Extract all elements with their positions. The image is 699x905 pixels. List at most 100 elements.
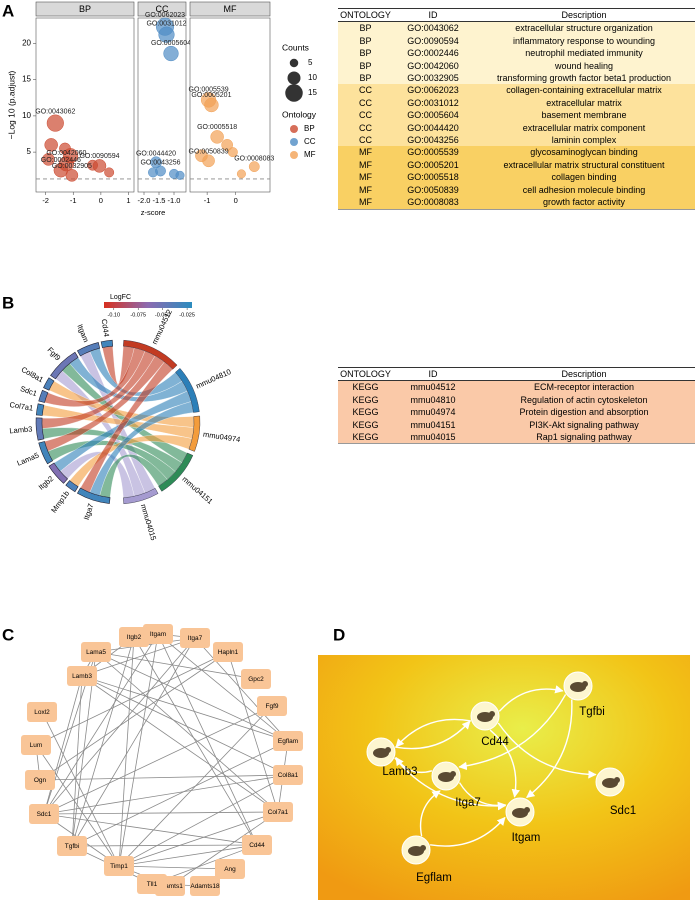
table-cell: MF — [338, 196, 393, 210]
table-cell: inflammatory response to wounding — [512, 35, 656, 46]
mouse-icon — [420, 845, 426, 851]
gene-arc — [76, 342, 101, 357]
table-row: KEGG mmu04974 Protein digestion and absorp… — [338, 406, 695, 419]
pathway-arc — [175, 368, 200, 413]
network-node — [263, 802, 293, 822]
table-cell: transforming growth factor beta1 product… — [496, 73, 672, 84]
node-label: Adamts18 — [190, 883, 220, 890]
mouse-icon — [582, 681, 588, 687]
x-tick-label: -1 — [204, 196, 211, 205]
network-node — [190, 876, 220, 896]
y-axis-label: −Log 10 (p.adjust) — [6, 70, 16, 139]
network-node — [273, 765, 303, 785]
colorbar-tick-label: -0.10 — [108, 312, 121, 318]
data-point — [53, 163, 69, 178]
gene-label: Itgam — [75, 323, 90, 344]
table-cell: KEGG — [352, 419, 379, 430]
legend-label: 10 — [308, 73, 317, 82]
node-label: Hapln1 — [218, 649, 239, 656]
panel-label: C — [2, 625, 14, 644]
facet-strip — [137, 1, 187, 17]
table-cell: BP — [359, 35, 372, 46]
network-edge — [39, 651, 229, 781]
table-cell: basement membrane — [541, 110, 627, 121]
gene-label: Mmp1b — [49, 489, 71, 515]
legend-label: MF — [304, 150, 316, 159]
gene-arc — [38, 441, 54, 465]
table-cell: GO:0005539 — [407, 147, 459, 158]
table-cell: GO:0050839 — [407, 184, 459, 195]
table-cell: wound healing — [554, 60, 614, 71]
gene-label: Fgf9 — [46, 345, 63, 362]
data-point — [204, 97, 219, 113]
legend-size — [285, 84, 303, 102]
table-row: MF GO:0005518 collagen binding — [338, 171, 695, 184]
legend-label: 5 — [308, 58, 313, 67]
network-edge — [81, 675, 279, 813]
network-edge — [118, 844, 258, 867]
column-header: ID — [393, 7, 473, 23]
network-edge — [489, 729, 520, 798]
network-edge — [118, 811, 279, 867]
table-cell: GO:0005604 — [407, 110, 459, 121]
facet-label: BP — [79, 4, 91, 14]
point-label: GO:0005604 — [151, 40, 191, 47]
network-edge — [133, 636, 258, 846]
table-cell: MF — [359, 159, 372, 170]
node-label: Sdc1 — [37, 811, 52, 818]
network-node — [27, 702, 57, 722]
table-cell: GO:0002446 — [407, 48, 459, 59]
table-cell: CC — [359, 97, 372, 108]
network-edge — [71, 637, 196, 847]
table-row: BP GO:0002446 neutrophil mediated immunity — [338, 47, 695, 60]
x-tick-label: 1 — [126, 196, 130, 205]
network-edge — [71, 675, 83, 847]
node-label: Itgam — [512, 832, 541, 844]
network-edge — [118, 636, 135, 867]
table-row: BP GO:0042060 wound healing — [338, 59, 695, 73]
table-cell: KEGG — [338, 431, 393, 445]
table-row: CC GO:0031012 extracellular matrix — [338, 96, 695, 110]
network-edge — [458, 694, 567, 771]
table-cell: CC — [359, 122, 372, 133]
node-label: Tll1 — [147, 881, 158, 888]
mouse-icon — [408, 846, 424, 856]
gene-label: Itgb2 — [37, 474, 56, 492]
network-node — [257, 696, 287, 716]
table-cell: ECM-receptor interaction — [533, 382, 635, 393]
table-cell: Rap1 signaling pathway — [473, 431, 695, 445]
table-row: KEGG mmu04512 ECM-receptor interaction — [338, 380, 695, 394]
gene-arc — [48, 462, 68, 484]
data-point — [46, 114, 64, 132]
x-tick-label: -2.0 — [138, 196, 151, 205]
table-cell: BP — [359, 23, 372, 34]
network-edge — [169, 811, 279, 887]
node-label: Lamb3 — [72, 673, 92, 680]
table-cell: GO:0031012 — [407, 97, 459, 108]
y-tick-label: 20 — [22, 38, 31, 47]
table-cell: GO:0043256 — [407, 135, 459, 146]
network-node — [137, 874, 167, 894]
point-label: GO:0005518 — [197, 124, 237, 131]
data-point — [236, 169, 246, 179]
node-label: Ang — [224, 866, 236, 873]
table-cell: glycosaminoglycan binding — [530, 147, 638, 158]
data-point — [62, 148, 79, 164]
table-row: BP GO:0032905 transforming growth factor b… — [338, 72, 695, 85]
point-label: GO:0062023 — [145, 12, 185, 19]
network-edge — [395, 720, 471, 750]
gene-label: Itga7 — [82, 502, 96, 521]
table-cell: neutrophil mediated immunity — [525, 48, 643, 59]
table-cell: KEGG — [352, 394, 379, 405]
table-cell: mmu04810 — [410, 394, 456, 405]
table-cell: collagen-containing extracellular matrix — [506, 85, 662, 96]
legend-title: Counts — [282, 42, 309, 52]
point-label: GO:0043256 — [140, 160, 180, 167]
column-header: ONTOLOGY — [338, 7, 393, 23]
table-row: CC GO:0062023 collagen-containing extracel… — [338, 84, 695, 97]
table-row: BP GO:0043062 extracellular structure orga… — [338, 21, 695, 35]
data-point — [150, 156, 162, 169]
legend-label: 15 — [308, 88, 317, 97]
network-edge — [43, 774, 289, 815]
